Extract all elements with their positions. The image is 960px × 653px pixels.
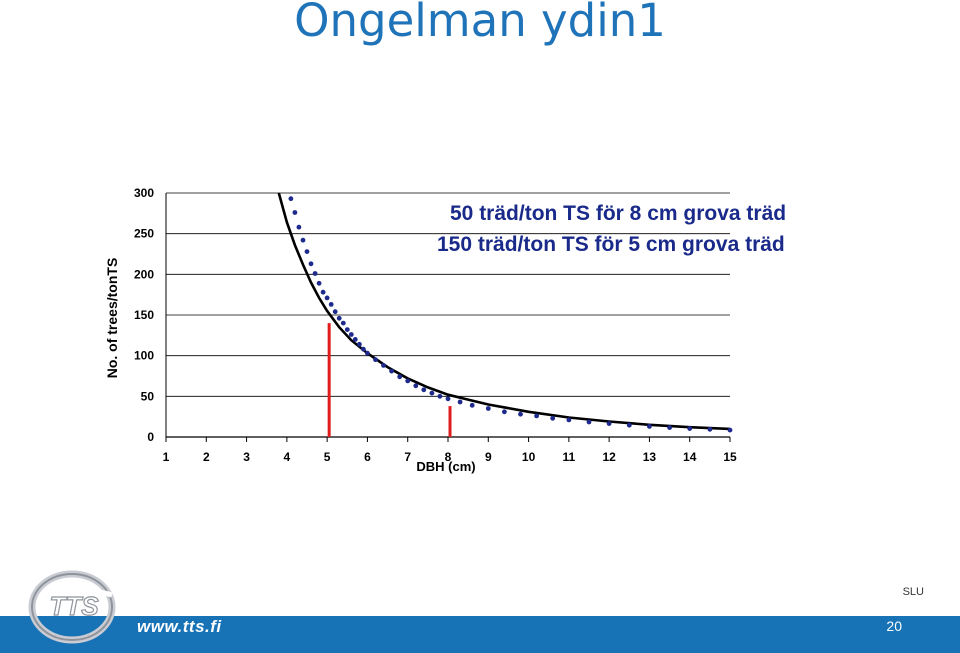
data-point xyxy=(336,315,342,321)
x-tick-label: 8 xyxy=(445,450,452,464)
y-tick-label: 150 xyxy=(134,308,154,322)
data-point xyxy=(389,368,394,374)
data-point xyxy=(707,426,713,432)
y-tick-label: 100 xyxy=(134,349,154,363)
data-point xyxy=(518,411,523,417)
x-tick-label: 13 xyxy=(643,450,657,464)
x-tick-label: 12 xyxy=(602,450,616,464)
data-point xyxy=(485,406,491,411)
annotation-8cm: 50 träd/ton TS för 8 cm grova träd xyxy=(450,202,787,225)
data-point xyxy=(647,424,652,429)
data-point xyxy=(304,249,310,255)
data-point xyxy=(566,417,572,423)
x-axis-label: DBH (cm) xyxy=(416,459,475,474)
website-link[interactable]: www.tts.fi xyxy=(137,617,222,636)
data-point xyxy=(586,419,592,425)
data-point xyxy=(288,196,294,202)
data-point xyxy=(316,280,322,286)
data-point xyxy=(292,210,298,215)
data-point xyxy=(340,320,346,326)
data-point xyxy=(381,363,386,368)
data-point xyxy=(365,350,370,356)
x-tick-label: 1 xyxy=(163,450,170,464)
y-tick-label: 0 xyxy=(147,430,154,444)
data-point xyxy=(332,309,338,315)
data-point xyxy=(328,302,334,307)
x-tick-label: 6 xyxy=(364,450,371,464)
x-tick-label: 9 xyxy=(485,450,492,464)
data-point xyxy=(348,332,354,337)
data-point xyxy=(357,341,362,347)
y-tick-label: 250 xyxy=(134,227,154,241)
x-tick-label: 7 xyxy=(404,450,411,464)
x-tick-label: 14 xyxy=(683,450,697,464)
data-point xyxy=(308,261,314,267)
page-number: 20 xyxy=(886,618,902,634)
x-tick-label: 5 xyxy=(324,450,331,464)
data-point xyxy=(534,413,539,419)
x-tick-label: 4 xyxy=(284,450,291,464)
data-point xyxy=(352,337,358,342)
data-point xyxy=(296,224,302,230)
x-tick-label: 11 xyxy=(563,450,576,464)
data-point xyxy=(550,415,556,421)
data-point xyxy=(405,378,411,384)
data-point xyxy=(469,402,475,408)
x-tick-label: 3 xyxy=(243,450,250,464)
data-point xyxy=(437,393,443,399)
data-point xyxy=(626,422,632,428)
data-point xyxy=(312,271,318,276)
data-point xyxy=(373,357,378,363)
data-point xyxy=(413,383,419,389)
data-point xyxy=(687,426,693,431)
data-point xyxy=(324,295,330,301)
data-point xyxy=(502,409,507,415)
slide-title: Ongelman ydin1 xyxy=(294,0,666,47)
x-tick-label: 15 xyxy=(723,450,737,464)
annotation-5cm: 150 träd/ton TS för 5 cm grova träd xyxy=(437,233,785,256)
data-point xyxy=(300,237,306,243)
y-tick-label: 50 xyxy=(141,389,155,403)
x-tick-label: 10 xyxy=(522,450,536,464)
y-tick-label: 300 xyxy=(134,186,154,200)
data-point xyxy=(397,374,403,380)
source-label: SLU xyxy=(902,586,924,598)
footer-bar xyxy=(0,616,960,653)
data-point xyxy=(667,425,672,430)
data-point xyxy=(344,327,350,332)
y-tick-label: 200 xyxy=(134,267,154,281)
data-point xyxy=(727,427,733,433)
data-point xyxy=(457,399,463,405)
data-point xyxy=(429,390,435,396)
tts-logo: TTS xyxy=(28,570,116,644)
data-point xyxy=(361,346,366,352)
logo-text: TTS xyxy=(49,591,99,621)
data-point xyxy=(421,387,427,393)
x-tick-label: 2 xyxy=(203,450,210,464)
data-point xyxy=(320,289,326,295)
fitted-curve xyxy=(277,192,731,431)
data-point xyxy=(445,396,451,402)
y-axis-label: No. of trees/tonTS xyxy=(104,258,120,379)
data-point xyxy=(606,421,612,426)
